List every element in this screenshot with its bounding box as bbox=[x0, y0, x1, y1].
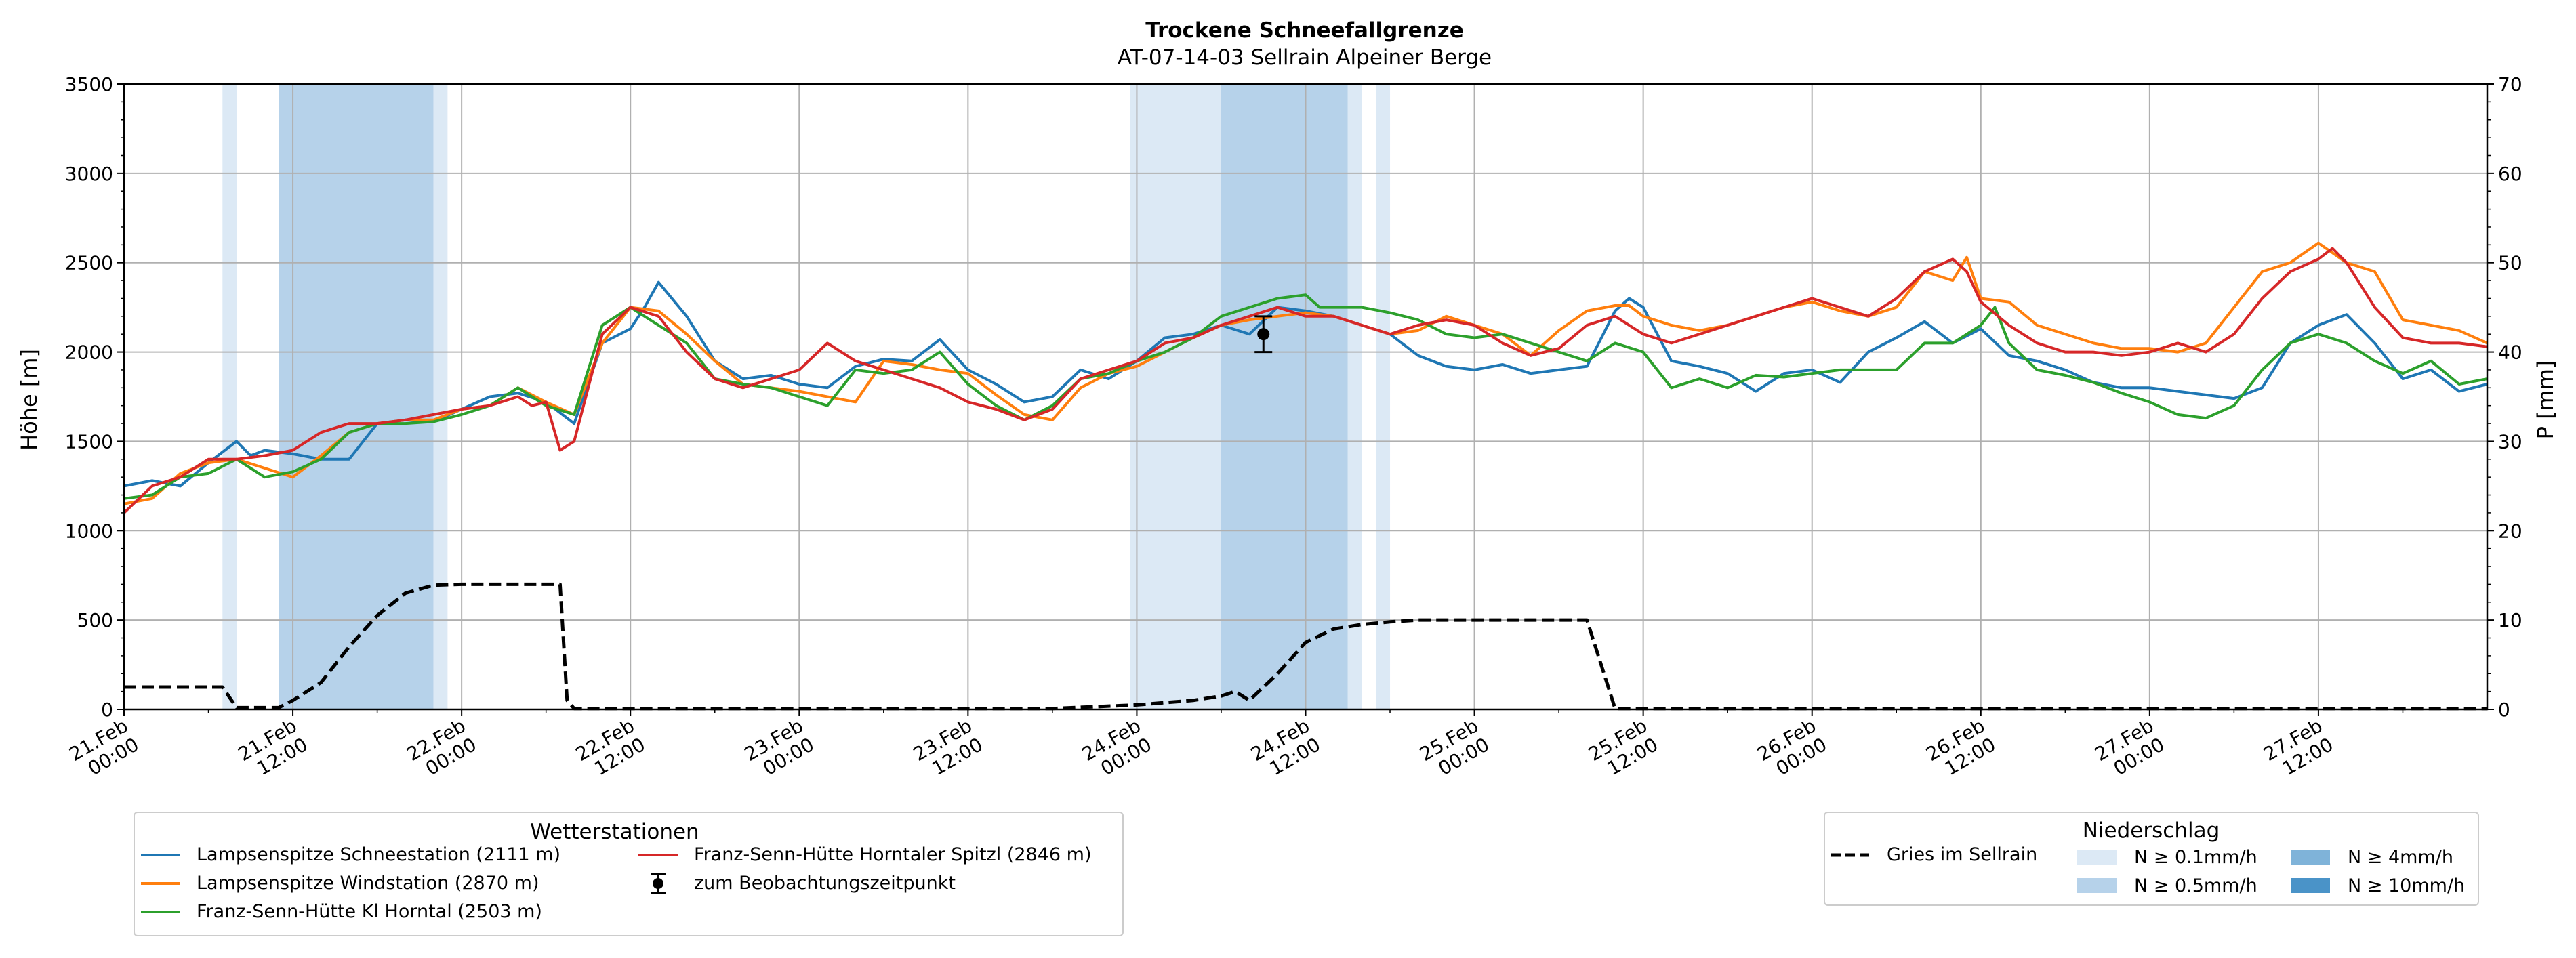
legend-precip-swatch bbox=[2077, 878, 2117, 893]
y-tick-label: 3000 bbox=[65, 163, 113, 185]
y-axis-label: Höhe [m] bbox=[16, 349, 42, 451]
y2-tick-label: 40 bbox=[2498, 341, 2522, 364]
chart-title: Trockene Schneefallgrenze bbox=[1145, 18, 1464, 43]
legend-label: N ≥ 4mm/h bbox=[2348, 847, 2453, 868]
legend-stations: Wetterstationen Lampsenspitze Schneestat… bbox=[134, 812, 1124, 936]
legend-label: N ≥ 10mm/h bbox=[2348, 875, 2465, 896]
legend-precip-swatch bbox=[2077, 850, 2117, 865]
precip-band bbox=[1347, 84, 1362, 709]
chart-subtitle: AT-07-14-03 Sellrain Alpeiner Berge bbox=[1118, 45, 1492, 70]
series-line-0 bbox=[123, 280, 2488, 488]
series-line-3 bbox=[123, 247, 2488, 514]
precip-band bbox=[1130, 84, 1221, 709]
legend-label: Franz-Senn-Hütte Horntaler Spitzl (2846 … bbox=[694, 844, 1092, 865]
legend-label: Lampsenspitze Windstation (2870 m) bbox=[197, 873, 539, 894]
y-tick-label: 2000 bbox=[65, 341, 113, 364]
legend-label: Gries im Sellrain bbox=[1887, 844, 2037, 865]
y2-tick-label: 20 bbox=[2498, 520, 2522, 542]
y2-tick-label: 0 bbox=[2498, 699, 2510, 721]
precip-band bbox=[222, 84, 237, 709]
y-tick-label: 0 bbox=[101, 699, 113, 721]
precip-band bbox=[433, 84, 448, 709]
legend-stations-frame bbox=[134, 812, 1124, 936]
series-line-4 bbox=[124, 582, 2487, 711]
y2-tick-label: 30 bbox=[2498, 430, 2522, 453]
legend-label: Lampsenspitze Schneestation (2111 m) bbox=[197, 844, 560, 865]
precip-band bbox=[1221, 84, 1348, 709]
y2-tick-label: 70 bbox=[2498, 73, 2522, 96]
legend-precip-swatch bbox=[2291, 878, 2330, 893]
y-tick-label: 1500 bbox=[65, 430, 113, 453]
legend-observation-point bbox=[653, 878, 663, 889]
plot-area bbox=[123, 83, 2488, 711]
legend-label: N ≥ 0.1mm/h bbox=[2134, 847, 2257, 868]
legend-precip-title: Niederschlag bbox=[2083, 818, 2220, 843]
legend-label: Franz-Senn-Hütte Kl Horntal (2503 m) bbox=[197, 901, 542, 922]
legend-label: N ≥ 0.5mm/h bbox=[2134, 875, 2257, 896]
y-tick-label: 1000 bbox=[65, 520, 113, 542]
y2-tick-label: 50 bbox=[2498, 252, 2522, 274]
y2-tick-label: 60 bbox=[2498, 163, 2522, 185]
legend-precip-swatch bbox=[2291, 850, 2330, 865]
y-tick-label: 500 bbox=[77, 609, 113, 631]
y2-axis-label: P [mm] bbox=[2533, 360, 2558, 440]
y-tick-label: 3500 bbox=[65, 73, 113, 96]
series-line-2 bbox=[123, 293, 2488, 500]
y-tick-label: 2500 bbox=[65, 252, 113, 274]
precip-band bbox=[279, 84, 434, 709]
y2-tick-label: 10 bbox=[2498, 609, 2522, 631]
legend-precipitation: Niederschlag Gries im Sellrain N ≥ 0.1mm/… bbox=[1824, 812, 2479, 906]
observation-point bbox=[1257, 328, 1270, 341]
legend-label: zum Beobachtungszeitpunkt bbox=[694, 873, 956, 894]
precip-band bbox=[1376, 84, 1391, 709]
legend-stations-title: Wetterstationen bbox=[530, 820, 699, 844]
